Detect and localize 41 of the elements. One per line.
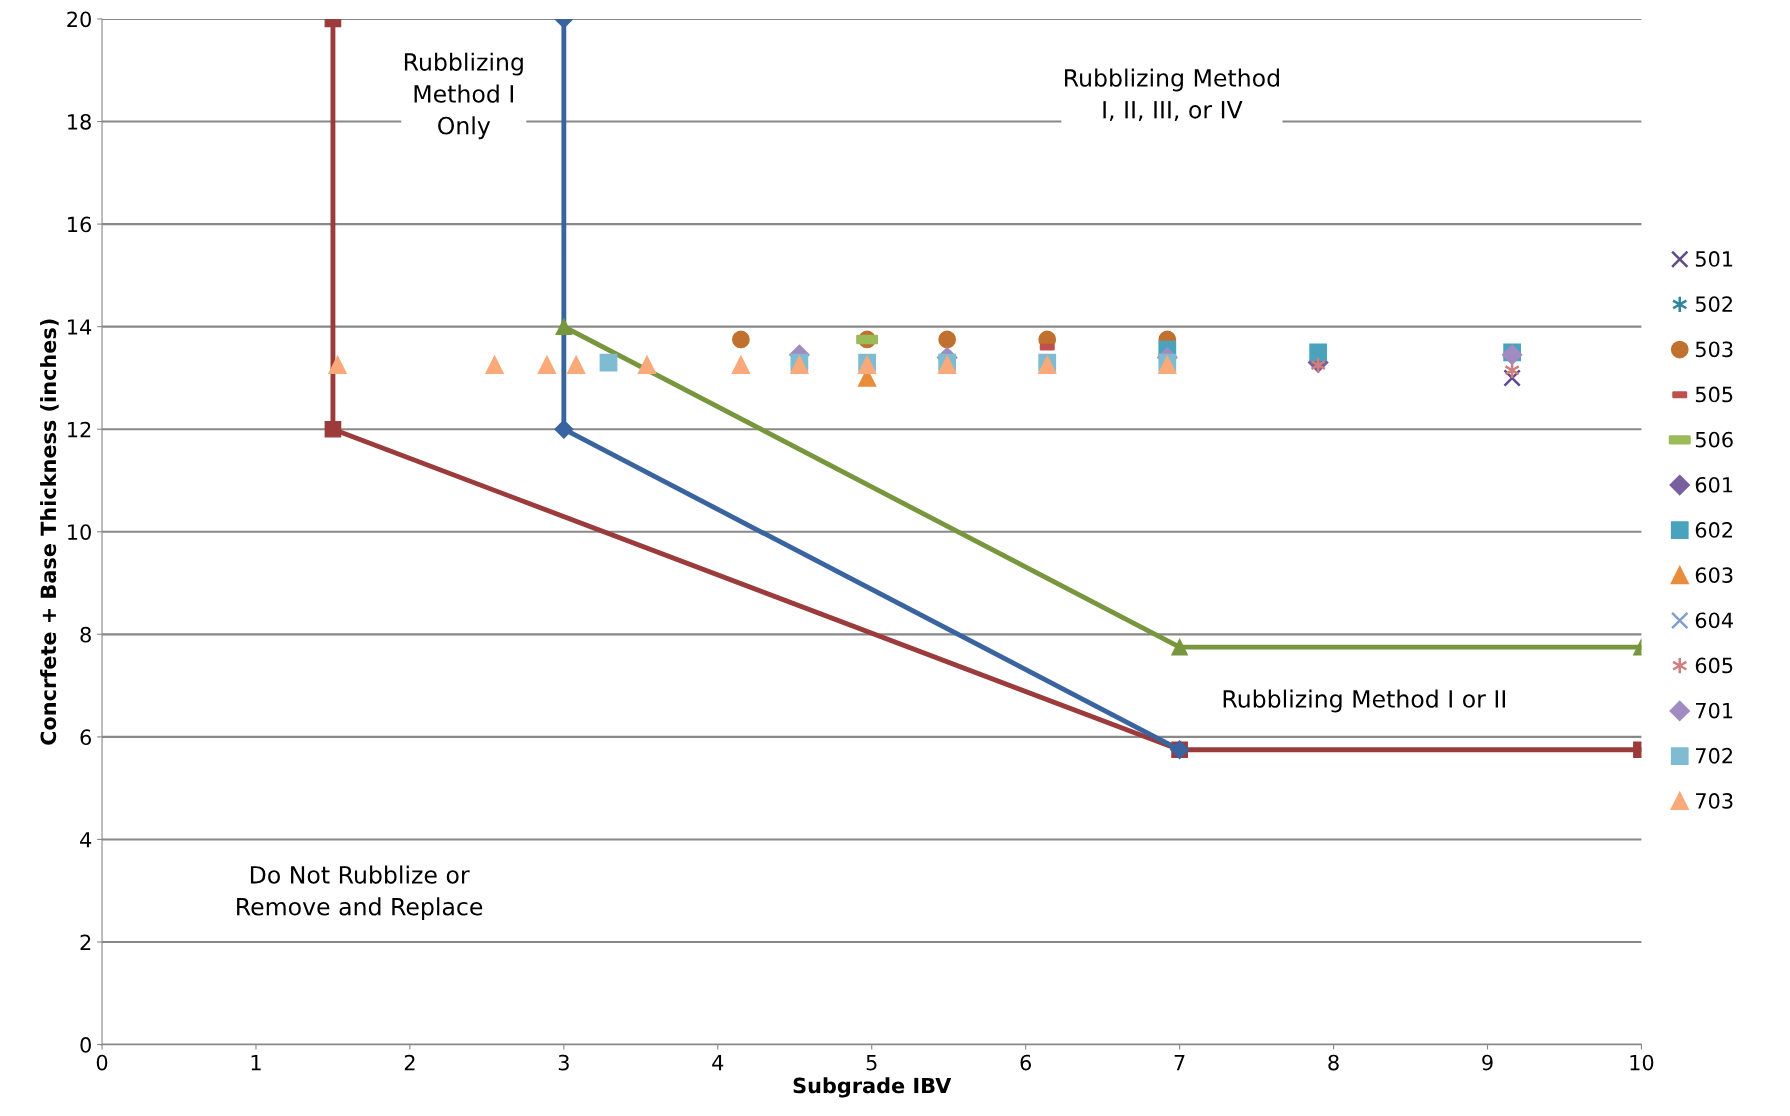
y-tick-label: 16 <box>68 216 91 233</box>
x-tick-label: 0 <box>96 1054 108 1071</box>
legend-label: 605 <box>1695 657 1733 674</box>
legend-label: 502 <box>1695 296 1732 313</box>
y-tick-label: 10 <box>68 524 91 540</box>
legend-label: 505 <box>1695 386 1733 403</box>
x-tick-label: 2 <box>404 1054 415 1071</box>
y-tick-label: 8 <box>80 626 91 643</box>
legend-label: 602 <box>1695 522 1732 538</box>
x-tick-label: 10 <box>1630 1054 1654 1071</box>
annotation: Rubblizing Method I, II, III, or IV <box>1065 68 1279 122</box>
x-tick-label: 4 <box>712 1054 724 1071</box>
y-tick-label: 6 <box>80 729 91 746</box>
y-tick-label: 20 <box>67 11 91 28</box>
x-tick-label: 6 <box>1020 1054 1031 1071</box>
legend-label: 703 <box>1696 793 1733 809</box>
y-axis-title: Concrfete + Base Thickness (inches) <box>40 319 59 745</box>
y-tick-label: 2 <box>80 934 91 950</box>
legend-label: 702 <box>1696 747 1732 764</box>
annotation: Rubblizing Method I Only <box>404 52 523 140</box>
annotation: Do Not Rubblize or Remove and Replace <box>237 865 483 921</box>
x-tick-label: 1 <box>251 1054 261 1071</box>
y-tick-label: 14 <box>68 319 92 335</box>
y-tick-label: 12 <box>68 421 91 438</box>
legend-label: 603 <box>1695 567 1733 583</box>
x-tick-label: 3 <box>558 1054 569 1071</box>
annotation: Rubblizing Method I or II <box>1223 689 1505 713</box>
x-tick-label: 7 <box>1174 1054 1185 1071</box>
legend-label: 503 <box>1695 341 1733 358</box>
x-tick-label: 8 <box>1328 1054 1339 1071</box>
legend-label: 501 <box>1695 251 1733 267</box>
legend-label: 601 <box>1695 476 1733 493</box>
y-tick-label: 4 <box>80 832 92 848</box>
x-tick-label: 9 <box>1482 1054 1493 1071</box>
x-tick-label: 5 <box>866 1054 877 1071</box>
legend-label: 701 <box>1696 702 1733 719</box>
legend-label: 604 <box>1695 612 1733 629</box>
x-axis-title: Subgrade IBV <box>793 1077 952 1098</box>
y-tick-label: 0 <box>80 1037 91 1053</box>
y-tick-label: 18 <box>68 113 91 130</box>
legend-label: 506 <box>1695 431 1733 448</box>
